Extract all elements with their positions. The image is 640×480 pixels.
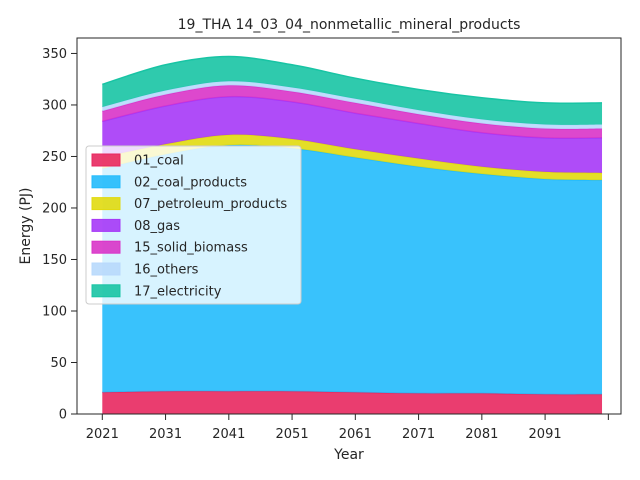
area-edge-17-electricity: [102, 55, 603, 105]
legend-swatch: [91, 153, 121, 167]
y-tick-label: 300: [42, 98, 67, 113]
x-tick-label: 2051: [276, 427, 309, 442]
x-tick-label: 2091: [529, 427, 562, 442]
x-tick-label: 2081: [465, 427, 498, 442]
chart-title: 19_THA 14_03_04_nonmetallic_mineral_prod…: [178, 17, 521, 33]
y-tick-label: 200: [42, 201, 67, 216]
legend-swatch: [91, 240, 121, 254]
x-tick-label: 2041: [212, 427, 245, 442]
plot-frame: [76, 37, 622, 415]
legend: 01_coal 02_coal_products 07_petroleum_prod…: [85, 145, 302, 305]
area-08-gas: [102, 96, 603, 173]
y-tick-label: 250: [42, 150, 67, 165]
legend-frame: [85, 145, 302, 305]
x-axis: 2021 2031 2041 2051 2061 2071 2081 2091: [86, 414, 609, 442]
x-axis-label: Year: [333, 447, 364, 463]
y-tick-label: 0: [59, 408, 67, 423]
y-axis-label: Energy (PJ): [18, 188, 34, 265]
legend-label: 07_petroleum_products: [134, 197, 287, 212]
legend-label: 16_others: [134, 263, 199, 278]
x-tick-label: 2071: [402, 427, 435, 442]
area-07-petroleum-products: [102, 134, 603, 181]
y-tick-label: 100: [42, 304, 67, 319]
legend-label: 01_coal: [134, 154, 184, 169]
legend-swatch: [91, 284, 121, 298]
y-tick-label: 350: [42, 47, 67, 62]
area-17-electricity: [102, 56, 603, 125]
y-tick-label: 150: [42, 253, 67, 268]
x-tick-label: 2061: [339, 427, 372, 442]
y-tick-label: 50: [50, 356, 67, 371]
legend-swatch: [91, 262, 121, 276]
area-01-coal: [102, 391, 603, 414]
legend-label: 15_solid_biomass: [134, 241, 248, 256]
x-tick-label: 2021: [86, 427, 119, 442]
legend-swatch: [91, 218, 121, 232]
legend-swatch: [91, 197, 121, 211]
y-axis: 0 50 100 150 200 250 300 350: [42, 47, 77, 423]
legend-label: 17_electricity: [134, 284, 222, 299]
area-15-solid-biomass: [102, 85, 603, 139]
legend-label: 02_coal_products: [134, 175, 247, 190]
x-tick-label: 2031: [149, 427, 182, 442]
legend-swatch: [91, 175, 121, 189]
legend-label: 08_gas: [134, 219, 180, 234]
